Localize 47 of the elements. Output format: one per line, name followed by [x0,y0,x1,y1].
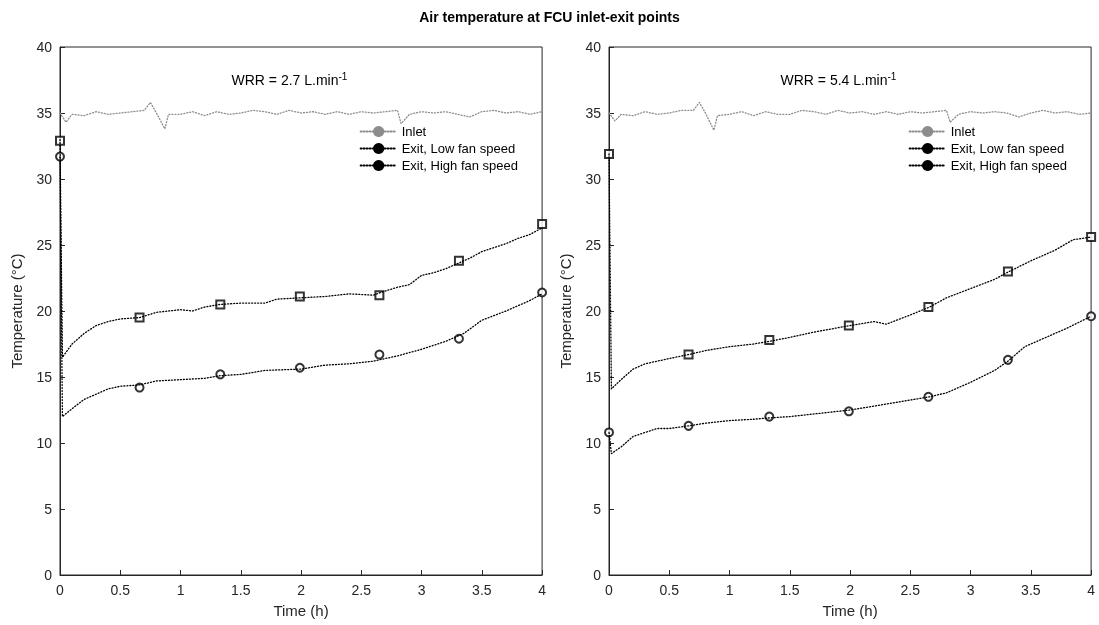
legend-label: Inlet [950,124,976,139]
legend-label: Exit, Low fan speed [950,141,1065,156]
y-tick-label: 35 [585,105,602,121]
y-tick-label: 30 [585,171,602,187]
y-tick-label: 0 [44,567,53,583]
x-tick-label: 2.5 [351,582,372,598]
x-tick-label: 3.5 [1021,582,1041,598]
y-tick-label: 20 [585,303,602,319]
legend-label: Inlet [401,124,427,139]
y-tick-label: 40 [585,39,602,55]
y-tick-label: 5 [44,501,53,517]
x-tick-label: 2 [846,582,855,598]
y-tick-label: 10 [36,435,53,451]
y-tick-label: 0 [593,567,602,583]
legend-label: Exit, High fan speed [401,158,519,173]
x-tick-label: 4 [1087,582,1096,598]
x-axis-title: Time (h) [273,602,329,619]
x-tick-label: 3 [417,582,426,598]
y-tick-label: 35 [36,105,53,121]
x-tick-label: 0.5 [659,582,680,598]
y-tick-label: 25 [36,237,53,253]
x-tick-label: 4 [538,582,547,598]
y-tick-label: 15 [585,369,602,385]
x-tick-label: 0.5 [110,582,131,598]
y-tick-label: 5 [593,501,602,517]
legend-label: Exit, Low fan speed [401,141,516,156]
x-tick-label: 3.5 [472,582,492,598]
y-tick-label: 25 [585,237,602,253]
x-tick-label: 1 [176,582,185,598]
y-tick-label: 40 [36,39,53,55]
x-tick-label: 1.5 [780,582,800,598]
x-tick-label: 0 [56,582,65,598]
x-tick-label: 0 [605,582,614,598]
y-tick-label: 15 [36,369,53,385]
x-tick-label: 1 [725,582,734,598]
chart-title: Air temperature at FCU inlet-exit points [418,8,681,27]
y-axis-title: Temperature (°C) [8,253,25,369]
x-tick-label: 1.5 [231,582,251,598]
x-axis-title: Time (h) [822,602,878,619]
y-tick-label: 30 [36,171,53,187]
x-tick-label: 2.5 [900,582,921,598]
y-axis-title: Temperature (°C) [557,253,574,369]
x-tick-label: 2 [297,582,306,598]
y-tick-label: 20 [36,303,53,319]
x-tick-label: 3 [966,582,975,598]
y-tick-label: 10 [585,435,602,451]
legend-label: Exit, High fan speed [950,158,1068,173]
